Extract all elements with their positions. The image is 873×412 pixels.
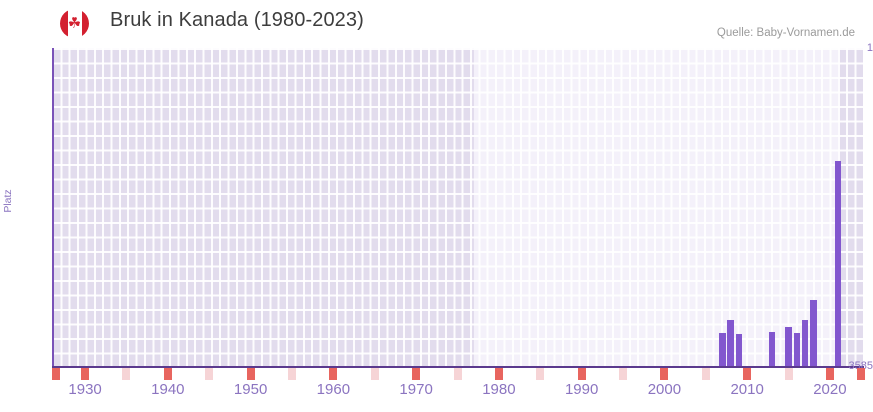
bar-2015[interactable]	[785, 326, 792, 367]
x-tick-mark-1960	[329, 368, 338, 380]
x-tick-label-1980: 1980	[482, 381, 516, 398]
flag-band-right	[81, 9, 89, 38]
bar-2016[interactable]	[793, 332, 800, 367]
x-tick-mark-minor-2015	[784, 368, 793, 380]
x-tick-mark-start	[52, 368, 60, 380]
y-axis-tick-bottom: 3585	[848, 360, 873, 372]
x-tick-label-2010: 2010	[730, 381, 764, 398]
bar-2009[interactable]	[735, 333, 743, 367]
x-tick-mark-1970	[412, 368, 421, 380]
x-tick-label-1950: 1950	[233, 381, 268, 398]
x-tick-label-1940: 1940	[151, 381, 185, 398]
x-axis-line	[52, 366, 864, 368]
chart-header: ☘ Bruk in Kanada (1980-2023) Quelle: Bab…	[0, 0, 873, 46]
x-tick-mark-1990	[577, 368, 586, 380]
x-tick-mark-end	[857, 368, 865, 380]
x-tick-mark-1980	[494, 368, 503, 380]
x-tick-mark-minor-2005	[701, 368, 710, 380]
x-tick-mark-minor-1975	[453, 368, 462, 380]
x-tick-mark-minor-1945	[205, 368, 214, 380]
bar-2007[interactable]	[719, 332, 726, 367]
y-axis-tick-top: 1	[866, 42, 873, 54]
bar-2018[interactable]	[810, 299, 817, 367]
x-tick-mark-1950	[246, 368, 255, 380]
x-tick-label-1990: 1990	[564, 381, 599, 398]
x-tick-mark-minor-1985	[536, 368, 545, 380]
maple-leaf-icon: ☘	[67, 15, 82, 32]
plot-area	[52, 48, 863, 367]
bar-2008[interactable]	[727, 320, 734, 367]
x-tick-mark-1940	[163, 368, 172, 380]
bar-2021[interactable]	[834, 160, 842, 367]
x-tick-label-1970: 1970	[399, 381, 433, 398]
x-tick-label-1930: 1930	[68, 381, 102, 398]
horizontal-gridlines	[52, 48, 863, 367]
source-note: Quelle: Baby-Vornamen.de	[716, 27, 855, 39]
x-tick-mark-minor-1935	[122, 368, 131, 380]
x-tick-label-2020: 2020	[813, 381, 847, 398]
x-tick-mark-2020	[825, 368, 834, 380]
x-tick-mark-1930	[81, 368, 90, 380]
bar-2013[interactable]	[768, 331, 776, 367]
x-tick-label-2000: 2000	[647, 381, 682, 398]
y-axis-line	[52, 48, 54, 367]
x-tick-mark-minor-1955	[287, 368, 296, 380]
x-tick-mark-minor-1995	[619, 368, 627, 380]
bar-2017[interactable]	[801, 320, 809, 367]
x-tick-label-1960: 1960	[316, 381, 351, 398]
x-tick-mark-2010	[743, 368, 752, 380]
x-tick-mark-2000	[660, 368, 669, 380]
flag-band-left	[60, 9, 68, 38]
y-axis-title: Platz	[2, 189, 14, 213]
canada-flag-icon: ☘	[60, 9, 89, 38]
page-title: Bruk in Kanada (1980-2023)	[110, 9, 364, 31]
x-tick-mark-minor-1965	[370, 368, 379, 380]
